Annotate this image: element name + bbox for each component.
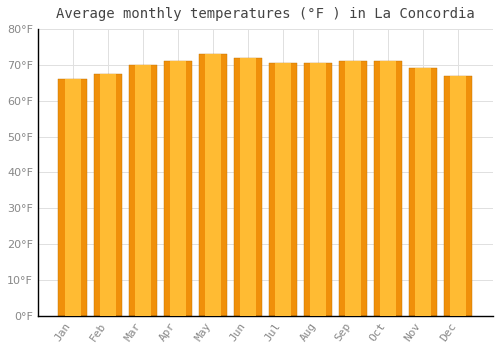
- Bar: [415, 69, 431, 316]
- Bar: [234, 58, 262, 316]
- Bar: [164, 61, 192, 316]
- Bar: [444, 76, 472, 316]
- Title: Average monthly temperatures (°F ) in La Concordia: Average monthly temperatures (°F ) in La…: [56, 7, 475, 21]
- Bar: [205, 54, 221, 316]
- Bar: [58, 79, 87, 316]
- Bar: [450, 76, 466, 316]
- Bar: [240, 58, 256, 316]
- Bar: [338, 61, 368, 316]
- Bar: [408, 69, 438, 316]
- Bar: [380, 61, 396, 316]
- Bar: [135, 65, 151, 316]
- Bar: [94, 74, 122, 316]
- Bar: [268, 63, 298, 316]
- Bar: [100, 74, 116, 316]
- Bar: [65, 79, 81, 316]
- Bar: [310, 63, 326, 316]
- Bar: [275, 63, 291, 316]
- Bar: [374, 61, 402, 316]
- Bar: [128, 65, 157, 316]
- Bar: [345, 61, 361, 316]
- Bar: [170, 61, 186, 316]
- Bar: [304, 63, 332, 316]
- Bar: [198, 54, 228, 316]
